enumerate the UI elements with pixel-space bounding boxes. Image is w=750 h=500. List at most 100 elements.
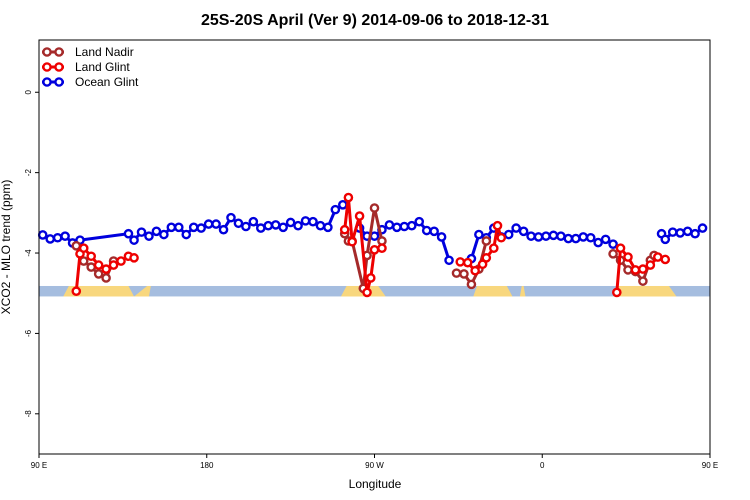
land-glint-point <box>354 211 365 221</box>
ocean-glint-point <box>123 228 134 239</box>
legend-item-land-nadir: Land Nadir <box>42 45 134 59</box>
x-axis: 90 E 180 90 W 0 90 E <box>31 454 718 470</box>
ocean-glint-point <box>248 216 259 227</box>
ocean-glint-point <box>293 220 303 231</box>
y-axis: 0 -2 -4 -6 -8 <box>24 89 39 417</box>
land-glint-point <box>339 224 350 235</box>
ocean-glint-point <box>166 222 177 233</box>
ocean-glint-point <box>600 234 611 245</box>
land-band-5 <box>613 285 677 297</box>
land-glint-point <box>612 287 622 298</box>
land-mask-layer <box>39 285 710 297</box>
ocean-glint-point <box>571 233 581 244</box>
land-glint-point <box>462 257 473 268</box>
ocean-glint-point <box>129 235 139 245</box>
ocean-glint-point <box>608 239 618 249</box>
land-glint-point <box>481 253 492 263</box>
land-glint-point <box>365 273 376 283</box>
ocean-glint-point <box>226 212 236 223</box>
ocean-glint-point <box>270 220 281 230</box>
ocean-glint-point <box>211 219 221 229</box>
x-tick-label: 90 W <box>365 461 384 470</box>
ocean-glint-point <box>203 219 214 229</box>
land-glint-point <box>488 243 499 254</box>
x-axis-label: Longitude <box>349 477 402 491</box>
land-nadir-point <box>459 269 469 279</box>
ocean-glint-point <box>660 234 671 245</box>
ocean-glint-point <box>541 231 551 241</box>
land-band-4 <box>519 285 526 297</box>
ocean-glint-point <box>300 216 311 226</box>
ocean-glint-point <box>667 227 678 237</box>
ocean-glint-point <box>218 224 229 235</box>
ocean-glint-point <box>278 222 288 233</box>
y-tick-label: -6 <box>24 329 33 337</box>
ocean-glint-point <box>503 229 514 240</box>
land-glint-point <box>101 264 111 274</box>
land-glint-point <box>93 260 104 270</box>
ocean-glint-point <box>690 228 700 239</box>
land-glint-point <box>78 243 89 254</box>
ocean-glint-point <box>474 229 484 240</box>
ocean-glint-point <box>436 232 447 242</box>
y-tick-label: 0 <box>24 89 33 94</box>
ocean-glint-point <box>675 228 685 238</box>
land-nadir-point <box>71 240 82 251</box>
ocean-glint-point <box>308 216 318 227</box>
ocean-glint-point <box>241 221 251 232</box>
land-glint-point <box>645 260 656 270</box>
ocean-glint-point <box>556 231 566 241</box>
ocean-glint-point <box>518 226 529 237</box>
land-glint-point <box>347 236 357 247</box>
ocean-glint-point <box>144 231 154 241</box>
land-glint-point <box>343 192 354 203</box>
land-nadir-point <box>369 203 380 213</box>
land-nadir-point <box>101 273 111 283</box>
land-band-1 <box>134 285 151 297</box>
ocean-glint-point <box>315 220 326 231</box>
land-glint-point <box>623 252 633 262</box>
x-tick-label: 0 <box>540 461 545 470</box>
x-tick-label: 90 E <box>31 461 47 470</box>
land-nadir-point <box>451 268 462 278</box>
ocean-glint-point <box>548 230 559 241</box>
ocean-glint-point <box>414 216 425 227</box>
ocean-glint-point <box>593 237 603 248</box>
ocean-glint-point <box>263 220 274 231</box>
ocean-glint-point <box>151 226 162 237</box>
ocean-glint-point <box>697 223 708 233</box>
ocean-glint-point <box>233 218 244 229</box>
ocean-glint-point <box>60 231 70 241</box>
land-nadir-point <box>466 279 477 290</box>
ocean-glint-point <box>429 226 439 237</box>
legend-label: Land Nadir <box>75 45 134 59</box>
land-glint-point <box>71 286 82 297</box>
y-axis-label: XCO2 - MLO trend (ppm) <box>0 180 13 315</box>
ocean-glint-point <box>682 226 693 237</box>
ocean-glint-point <box>384 220 395 230</box>
ocean-glint-point <box>533 232 544 242</box>
ocean-glint-point <box>421 225 432 236</box>
ocean-glint-point <box>330 204 341 215</box>
land-glint-point <box>496 232 507 243</box>
ocean-glint-point <box>399 221 410 232</box>
y-tick-label: -8 <box>24 410 33 418</box>
land-glint-point <box>369 245 380 255</box>
chart-title: 25S-20S April (Ver 9) 2014-09-06 to 2018… <box>201 12 549 29</box>
y-tick-label: -4 <box>24 249 33 257</box>
land-nadir-point <box>638 276 648 286</box>
ocean-glint-point <box>444 255 454 266</box>
x-tick-label: 180 <box>200 461 214 470</box>
land-nadir-point <box>623 265 633 275</box>
legend-item-ocean-glint: Ocean Glint <box>42 75 139 89</box>
legend-item-land-glint: Land Glint <box>42 60 130 74</box>
ocean-glint-point <box>256 223 266 233</box>
legend-swatch-marker <box>42 47 52 57</box>
ocean-glint-point <box>37 230 48 240</box>
ocean-glint-point <box>188 222 199 233</box>
land-nadir-point <box>481 236 492 246</box>
series-land-glint <box>71 192 671 298</box>
legend-swatch-marker <box>42 77 52 87</box>
land-glint-point <box>377 243 387 254</box>
ocean-glint-point <box>323 222 333 233</box>
